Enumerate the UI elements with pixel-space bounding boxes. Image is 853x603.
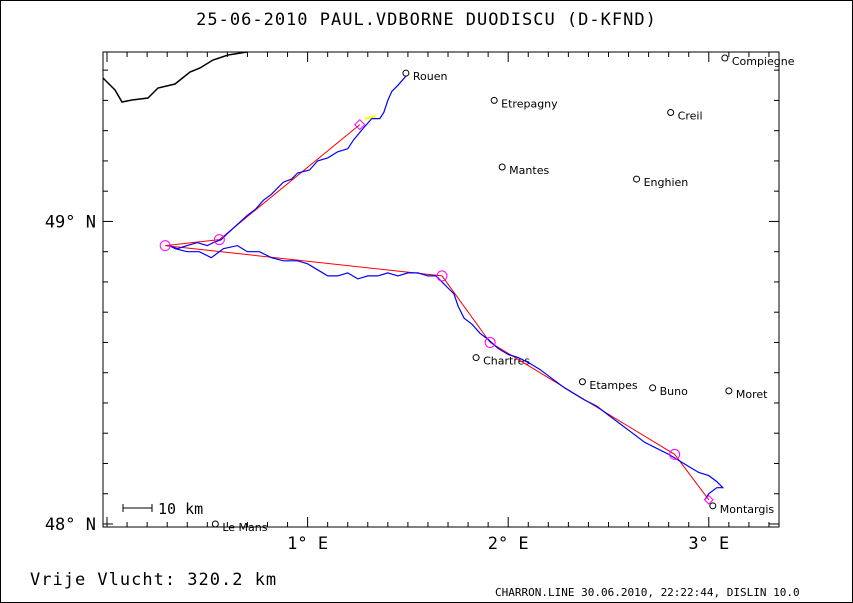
city-label: Etampes <box>589 379 637 392</box>
city-label: Creil <box>678 110 703 123</box>
city-marker <box>490 96 498 104</box>
city-marker <box>633 175 641 183</box>
start-point-marker <box>354 118 366 131</box>
axis-ticks <box>103 52 779 527</box>
city-marker <box>725 387 733 395</box>
turnpoint-marker <box>159 240 171 252</box>
turnpoint-marker <box>484 336 496 348</box>
city-marker <box>472 354 480 362</box>
city-label: Mantes <box>509 164 549 177</box>
turnpoint-marker <box>436 270 448 282</box>
city-label: Montargis <box>720 503 775 516</box>
city-markers: Rouen Etrepagny Compiegne Creil Mantes Enghie… <box>211 54 795 534</box>
map-border <box>102 51 780 528</box>
city-label: Le Mans <box>222 521 267 534</box>
city-marker <box>498 163 506 171</box>
city-marker <box>402 69 410 77</box>
coastline <box>102 51 248 103</box>
x-tick-label: 3° E <box>688 534 729 554</box>
city-marker <box>578 378 586 386</box>
track-highlight <box>364 115 377 120</box>
city-label: Chartres <box>483 355 530 368</box>
flight-track <box>168 75 725 501</box>
city-marker <box>709 502 717 510</box>
turnpoint-marker <box>213 234 225 246</box>
scale-bar-label: 10 km <box>158 500 203 518</box>
distance-label: Vrije Vlucht: 320.2 km <box>30 570 278 590</box>
axis-labels: 1° E 2° E 3° E 49° N 48° N <box>45 212 729 554</box>
task-line <box>165 124 710 501</box>
turnpoint-markers <box>159 118 714 505</box>
x-tick-label: 2° E <box>488 534 529 554</box>
city-label: Etrepagny <box>501 97 558 110</box>
turnpoint-marker <box>669 448 681 460</box>
city-label: Buno <box>660 385 688 398</box>
map-title: 25-06-2010 PAUL.VDBORNE DUODISCU (D-KFND… <box>196 10 657 30</box>
footer-info: CHARRON.LINE 30.06.2010, 22:22:44, DISLI… <box>495 586 800 599</box>
city-label: Compiegne <box>732 55 795 68</box>
y-tick-label: 49° N <box>45 212 96 232</box>
finish-point-marker <box>703 494 714 505</box>
city-label: Enghien <box>644 176 689 189</box>
city-label: Moret <box>736 388 768 401</box>
city-marker <box>721 54 729 62</box>
y-tick-label: 48° N <box>45 515 96 535</box>
city-marker <box>211 520 219 528</box>
x-tick-label: 1° E <box>287 534 328 554</box>
city-marker <box>667 109 675 117</box>
city-label: Rouen <box>413 70 448 83</box>
city-marker <box>649 384 657 392</box>
scale-bar: 10 km <box>122 500 203 518</box>
